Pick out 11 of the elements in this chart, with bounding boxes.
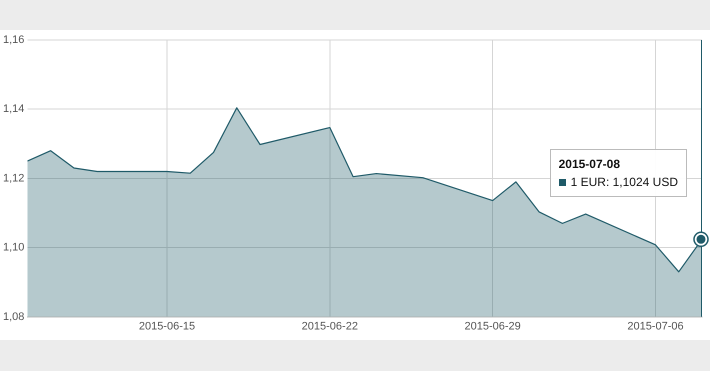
x-tick-label: 2015-07-06 bbox=[627, 320, 684, 332]
annotation: 1 EUR: 1,1024 USD bbox=[570, 174, 678, 192]
x-tick-label: 2015-06-15 bbox=[138, 320, 196, 332]
y-tick-label: 1,10 bbox=[2, 242, 24, 254]
y-tick-label: 1,08 bbox=[2, 310, 24, 323]
annotation: 2015-07-08 bbox=[558, 156, 621, 174]
y-tick-label: 1,16 bbox=[2, 34, 24, 46]
y-tick-label: 1,12 bbox=[2, 172, 24, 184]
y-tick-label: 1,14 bbox=[2, 103, 24, 116]
x-tick-label: 2015-06-29 bbox=[464, 320, 521, 332]
x-tick-label: 2015-06-22 bbox=[302, 320, 358, 332]
